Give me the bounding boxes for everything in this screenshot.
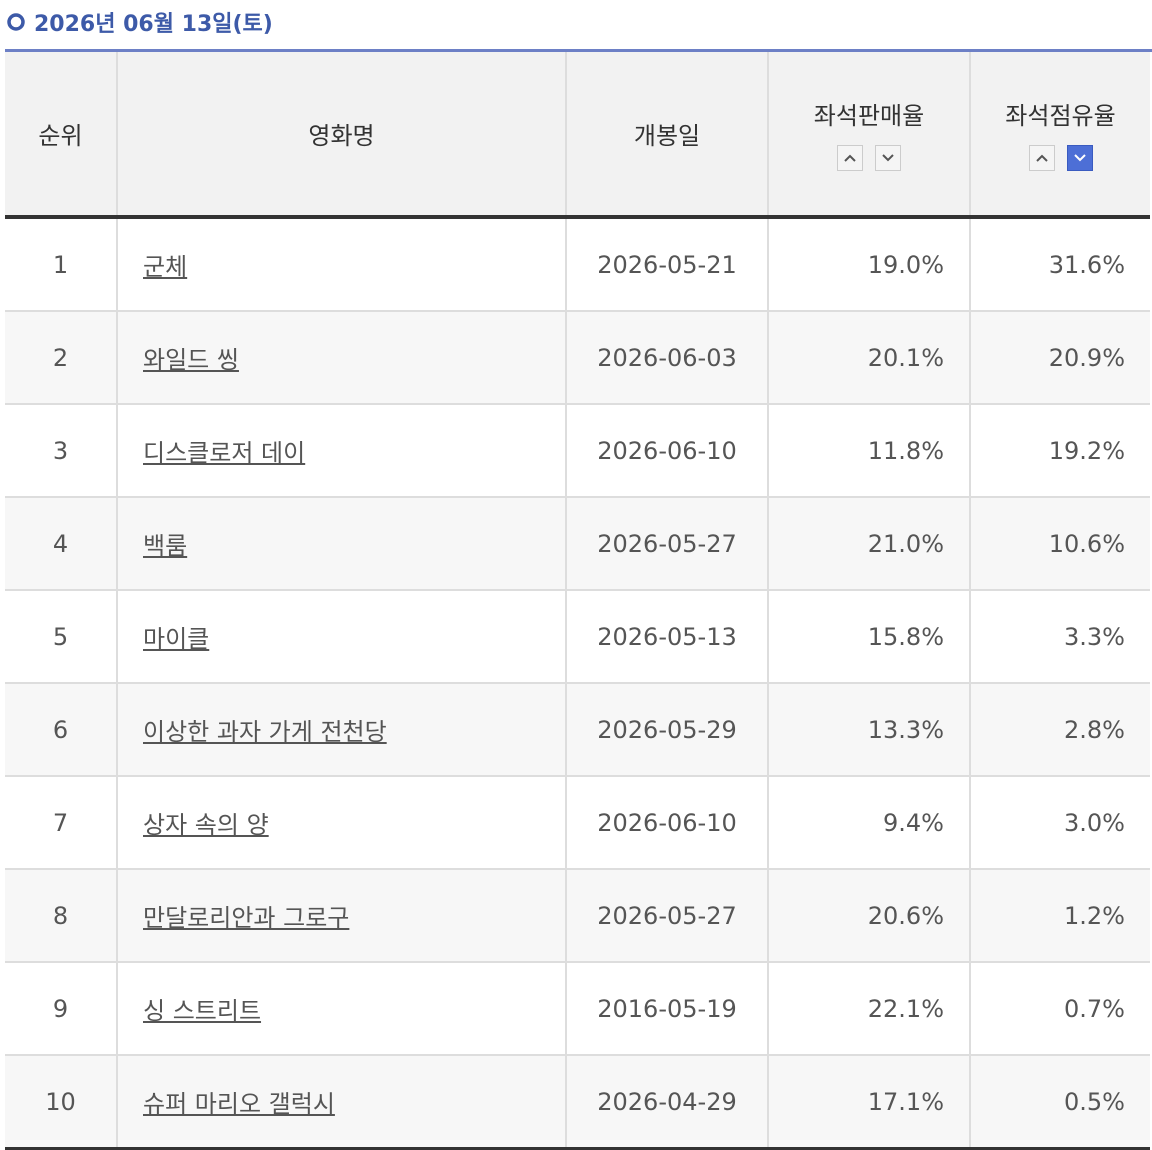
table-cell: 19.2% bbox=[969, 403, 1150, 497]
date-heading: 2026년 06월 13일(토) bbox=[6, 6, 273, 38]
table-cell: 20.6% bbox=[767, 868, 970, 962]
table-cell: 15.8% bbox=[767, 589, 970, 683]
table-cell: 상자 속의 양 bbox=[116, 775, 566, 869]
bullet-icon bbox=[7, 13, 25, 31]
table-row: 5 마이클 2026-05-13 15.8% 3.3% bbox=[5, 589, 1150, 683]
column-label: 순위 bbox=[38, 122, 83, 150]
column-header: 순위 bbox=[5, 52, 117, 219]
table-cell: 3 bbox=[5, 403, 117, 497]
table-cell: 8 bbox=[5, 868, 117, 962]
table-row: 1 군체 2026-05-21 19.0% 31.6% bbox=[5, 216, 1150, 311]
table-cell: 이상한 과자 가게 전천당 bbox=[116, 682, 566, 776]
table-row: 8 만달로리안과 그로구 2026-05-27 20.6% 1.2% bbox=[5, 868, 1150, 962]
chevron-icon bbox=[844, 154, 856, 162]
sort-desc-button[interactable] bbox=[1066, 145, 1093, 171]
table-cell: 디스클로저 데이 bbox=[116, 403, 566, 497]
movie-title-link[interactable]: 디스클로저 데이 bbox=[143, 439, 306, 467]
table-row: 4 백룸 2026-05-27 21.0% 10.6% bbox=[5, 496, 1150, 590]
table-row: 10 슈퍼 마리오 갤럭시 2026-04-29 17.1% 0.5% bbox=[5, 1054, 1150, 1150]
table-cell: 22.1% bbox=[767, 961, 970, 1055]
table-cell: 13.3% bbox=[767, 682, 970, 776]
sort-desc-button[interactable] bbox=[875, 145, 901, 171]
movie-title-link[interactable]: 상자 속의 양 bbox=[143, 811, 269, 839]
table-cell: 0.5% bbox=[969, 1054, 1150, 1150]
table-cell: 20.9% bbox=[969, 310, 1150, 404]
table-cell: 2 bbox=[5, 310, 117, 404]
table-cell: 0.7% bbox=[969, 961, 1150, 1055]
header-rule bbox=[5, 49, 1152, 52]
table-cell: 2026-05-27 bbox=[565, 496, 768, 590]
table-row: 9 싱 스트리트 2016-05-19 22.1% 0.7% bbox=[5, 961, 1150, 1055]
table-cell: 10.6% bbox=[969, 496, 1150, 590]
table-cell: 3.0% bbox=[969, 775, 1150, 869]
table-cell: 17.1% bbox=[767, 1054, 970, 1150]
table-cell: 4 bbox=[5, 496, 117, 590]
table-cell: 백룸 bbox=[116, 496, 566, 590]
chevron-icon bbox=[1035, 154, 1048, 162]
chevron-icon bbox=[882, 154, 894, 162]
table-cell: 2026-05-21 bbox=[565, 216, 768, 311]
table-cell: 슈퍼 마리오 갤럭시 bbox=[116, 1054, 566, 1150]
column-header: 좌석점유율 bbox=[969, 52, 1150, 219]
table-cell: 1.2% bbox=[969, 868, 1150, 962]
table-cell: 2026-04-29 bbox=[565, 1054, 768, 1150]
table-row: 3 디스클로저 데이 2026-06-10 11.8% 19.2% bbox=[5, 403, 1150, 497]
movie-title-link[interactable]: 만달로리안과 그로구 bbox=[143, 904, 350, 932]
movie-title-link[interactable]: 백룸 bbox=[143, 532, 188, 560]
table-cell: 마이클 bbox=[116, 589, 566, 683]
table-row: 2 와일드 씽 2026-06-03 20.1% 20.9% bbox=[5, 310, 1150, 404]
table-cell: 와일드 씽 bbox=[116, 310, 566, 404]
sort-asc-button[interactable] bbox=[837, 145, 863, 171]
table-cell: 9 bbox=[5, 961, 117, 1055]
column-header: 개봉일 bbox=[565, 52, 768, 219]
table-cell: 2026-05-13 bbox=[565, 589, 768, 683]
table-cell: 2026-06-10 bbox=[565, 775, 768, 869]
table-cell: 19.0% bbox=[767, 216, 970, 311]
table-cell: 만달로리안과 그로구 bbox=[116, 868, 566, 962]
movie-title-link[interactable]: 와일드 씽 bbox=[143, 346, 239, 374]
table-cell: 1 bbox=[5, 216, 117, 311]
table-row: 6 이상한 과자 가게 전천당 2026-05-29 13.3% 2.8% bbox=[5, 682, 1150, 776]
table-cell: 2026-06-10 bbox=[565, 403, 768, 497]
movie-title-link[interactable]: 이상한 과자 가게 전천당 bbox=[143, 718, 387, 746]
table-cell: 7 bbox=[5, 775, 117, 869]
table-cell: 2026-06-03 bbox=[565, 310, 768, 404]
column-label: 좌석판매율 bbox=[813, 102, 925, 130]
table-cell: 10 bbox=[5, 1054, 117, 1150]
table-cell: 9.4% bbox=[767, 775, 970, 869]
table-cell: 20.1% bbox=[767, 310, 970, 404]
chevron-icon bbox=[1073, 154, 1086, 162]
table-cell: 2026-05-27 bbox=[565, 868, 768, 962]
table-cell: 11.8% bbox=[767, 403, 970, 497]
column-header: 영화명 bbox=[116, 52, 566, 219]
sort-controls bbox=[972, 145, 1149, 171]
date-title: 2026년 06월 13일(토) bbox=[34, 12, 273, 37]
table-cell: 싱 스트리트 bbox=[116, 961, 566, 1055]
table-cell: 2026-05-29 bbox=[565, 682, 768, 776]
table-row: 7 상자 속의 양 2026-06-10 9.4% 3.0% bbox=[5, 775, 1150, 869]
movie-title-link[interactable]: 마이클 bbox=[143, 625, 210, 653]
column-header: 좌석판매율 bbox=[767, 52, 970, 219]
box-office-table: 순위 영화명 개봉일 좌석판매율 좌석점유율 1 군체 2026-05-21 19.0% 31.… bbox=[5, 52, 1150, 1150]
sort-asc-button[interactable] bbox=[1028, 145, 1055, 171]
movie-title-link[interactable]: 싱 스트리트 bbox=[143, 997, 262, 1025]
table-body: 1 군체 2026-05-21 19.0% 31.6% 2 와일드 씽 2026-06-03 2… bbox=[5, 216, 1150, 1150]
column-label: 개봉일 bbox=[633, 122, 701, 150]
table-cell: 21.0% bbox=[767, 496, 970, 590]
header-row: 순위 영화명 개봉일 좌석판매율 좌석점유율 bbox=[5, 52, 1150, 219]
table-cell: 2016-05-19 bbox=[565, 961, 768, 1055]
movie-title-link[interactable]: 슈퍼 마리오 갤럭시 bbox=[143, 1090, 335, 1118]
column-label: 영화명 bbox=[308, 122, 375, 150]
table-cell: 3.3% bbox=[969, 589, 1150, 683]
movie-title-link[interactable]: 군체 bbox=[143, 253, 188, 281]
table-cell: 군체 bbox=[116, 216, 566, 311]
column-label: 좌석점유율 bbox=[1005, 102, 1116, 130]
table-cell: 6 bbox=[5, 682, 117, 776]
sort-controls bbox=[770, 145, 968, 171]
table-cell: 5 bbox=[5, 589, 117, 683]
table-cell: 2.8% bbox=[969, 682, 1150, 776]
table-cell: 31.6% bbox=[969, 216, 1150, 311]
